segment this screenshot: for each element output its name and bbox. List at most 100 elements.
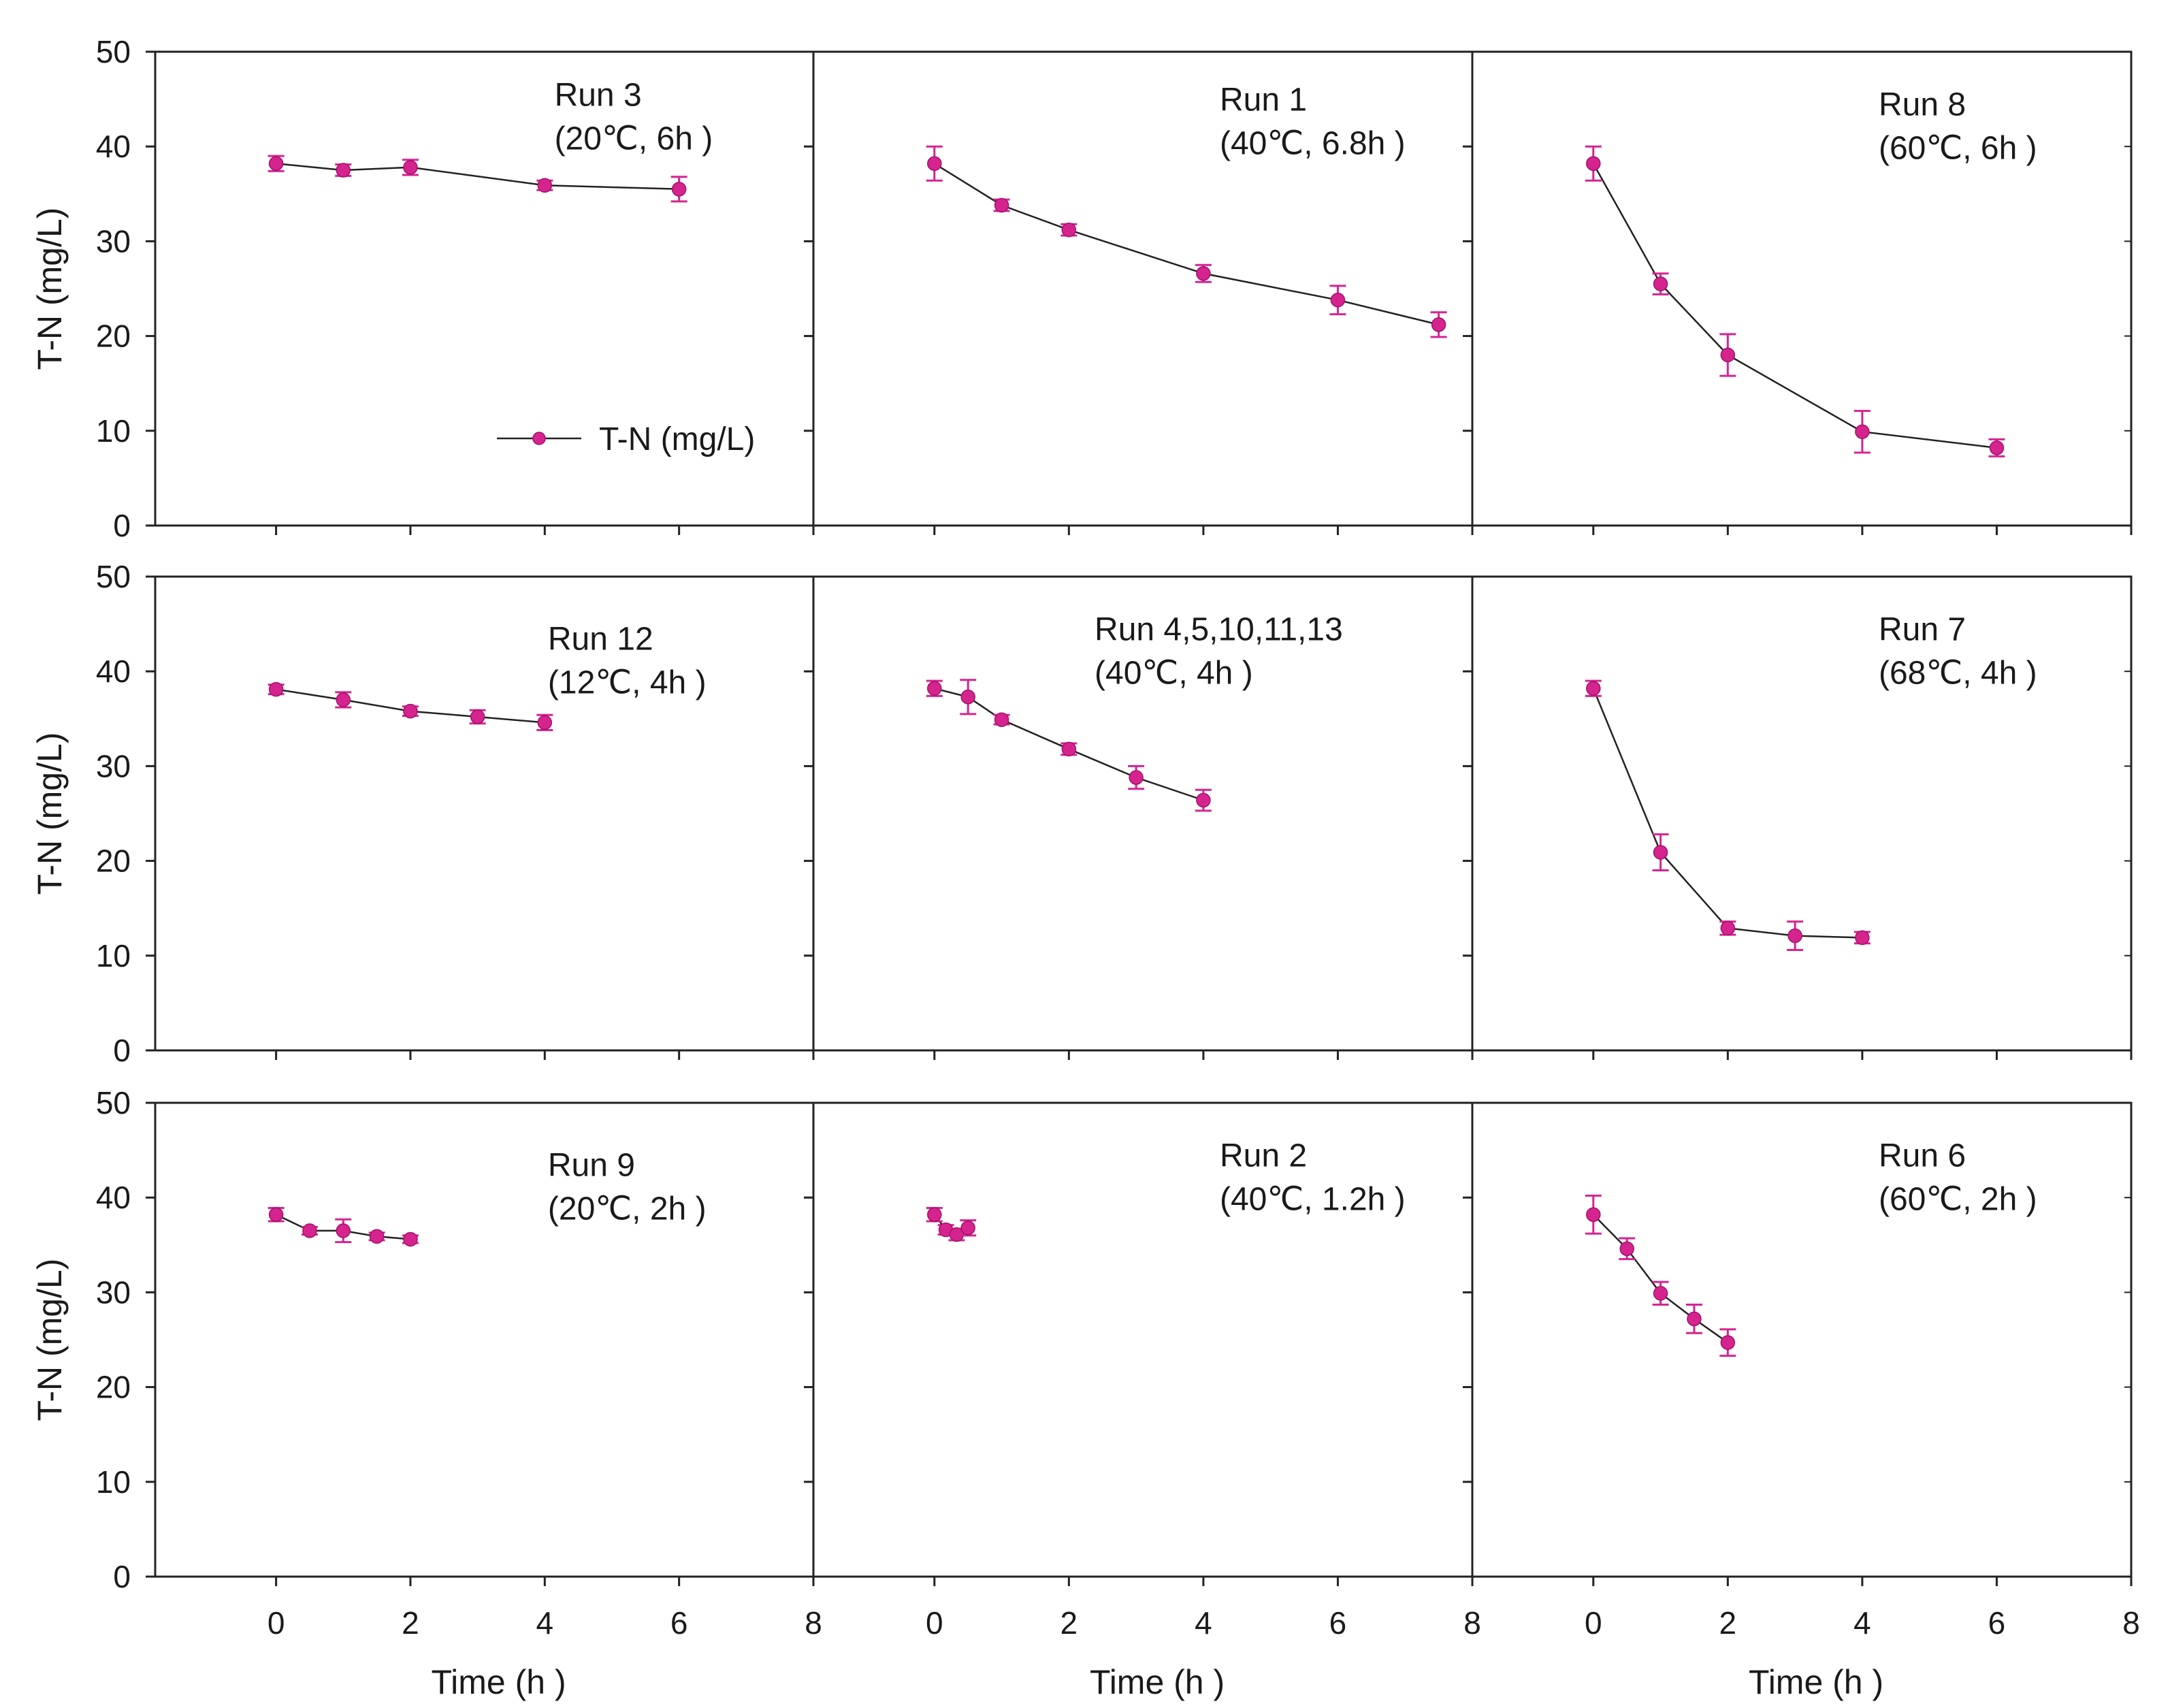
x-tick-label: 0 [1585,1605,1602,1641]
data-point [537,178,553,193]
data-point [1653,1286,1668,1301]
y-tick-label: 10 [96,1464,131,1500]
data-point [403,703,418,719]
x-tick-label: 2 [402,1605,419,1641]
run-condition-label: (68℃, 4h ) [1879,656,2037,692]
run-label: Run 3 [555,78,642,114]
y-tick-label: 20 [96,1370,131,1405]
run-label: Run 2 [1220,1138,1307,1174]
y-tick-label: 0 [113,508,131,543]
data-point [927,1207,942,1223]
y-tick-label: 30 [96,748,131,784]
data-point [1687,1311,1702,1327]
data-point [1989,440,2005,455]
y-axis-label: T-N (mg/L) [31,208,69,370]
run-condition-label: (60℃, 2h ) [1879,1182,2037,1218]
data-point [1855,930,1870,946]
data-point [671,182,687,197]
panel-5-series [926,679,1212,812]
x-axis-label: Time (h ) [431,1663,566,1701]
run-condition-label: (40℃, 4h ) [1095,656,1253,692]
y-tick-label: 30 [96,1274,131,1310]
panel-frame-3 [1471,50,2133,527]
x-tick-label: 2 [1719,1605,1737,1641]
run-condition-label: (40℃, 1.2h ) [1220,1182,1406,1218]
x-axis-label: Time (h ) [1749,1663,1883,1701]
legend-label: T-N (mg/L) [599,421,755,457]
x-tick-label: 0 [268,1605,285,1641]
data-point [403,160,418,175]
data-point [1855,424,1870,439]
data-point [1586,1207,1601,1223]
data-point [268,1207,284,1223]
data-point [1196,792,1211,808]
data-point [1330,292,1346,308]
panel-frame-9 [1471,1101,2133,1578]
legend-marker [532,432,546,445]
y-tick-label: 30 [96,223,131,259]
data-point [1653,276,1668,291]
y-tick-label: 10 [96,413,131,449]
data-point [994,712,1009,727]
data-point [403,1231,418,1247]
y-axis-label: T-N (mg/L) [31,732,69,895]
y-tick-label: 40 [96,654,131,689]
y-tick-label: 0 [113,1033,131,1068]
panel-1-series [268,155,687,203]
x-tick-label: 2 [1060,1605,1078,1641]
run-condition-label: (12℃, 4h ) [548,664,707,700]
panel-3-series [1585,145,2005,457]
data-point [336,692,351,707]
data-point [302,1223,317,1238]
y-tick-label: 10 [96,938,131,973]
run-label: Run 1 [1220,82,1307,118]
run-label: Run 7 [1879,612,1966,648]
x-tick-label: 8 [805,1605,822,1641]
y-axis-label: T-N (mg/L) [31,1259,69,1421]
y-tick-label: 50 [96,34,131,69]
data-point [537,715,553,730]
panel-frame-6 [1471,575,2133,1052]
x-tick-label: 6 [670,1605,688,1641]
data-point [1431,317,1446,332]
data-point [1720,1335,1736,1350]
data-point [1196,265,1211,281]
panel-4-series [268,681,553,732]
run-condition-label: (20℃, 2h ) [548,1191,707,1227]
x-tick-label: 8 [2122,1605,2140,1641]
data-point [470,709,485,724]
data-point [1619,1241,1634,1257]
data-point [994,197,1009,213]
data-point [1586,681,1601,696]
x-tick-label: 0 [926,1605,943,1641]
x-tick-label: 4 [1195,1605,1212,1641]
y-tick-label: 40 [96,1180,131,1215]
data-point [927,156,942,172]
panel-6-series [1585,679,1871,951]
run-condition-label: (20℃, 6h ) [555,121,713,157]
x-tick-label: 8 [1463,1605,1481,1641]
data-point [1720,920,1736,936]
data-point [336,163,351,178]
data-point [927,681,942,696]
run-label: Run 8 [1879,87,1966,123]
y-tick-label: 20 [96,319,131,354]
y-tick-label: 20 [96,843,131,879]
x-axis-label: Time (h ) [1090,1663,1225,1701]
data-point [1720,347,1736,363]
x-tick-label: 4 [1853,1605,1871,1641]
data-point [960,1220,975,1236]
y-tick-label: 50 [96,1085,131,1121]
run-label: Run 4,5,10,11,13 [1095,612,1343,648]
data-point [1586,156,1601,172]
data-point [336,1223,351,1238]
y-tick-label: 40 [96,129,131,164]
data-point [1061,741,1077,757]
run-label: Run 12 [548,621,653,657]
data-point [268,681,284,697]
data-point [960,690,975,705]
panel-7-series [268,1207,419,1247]
